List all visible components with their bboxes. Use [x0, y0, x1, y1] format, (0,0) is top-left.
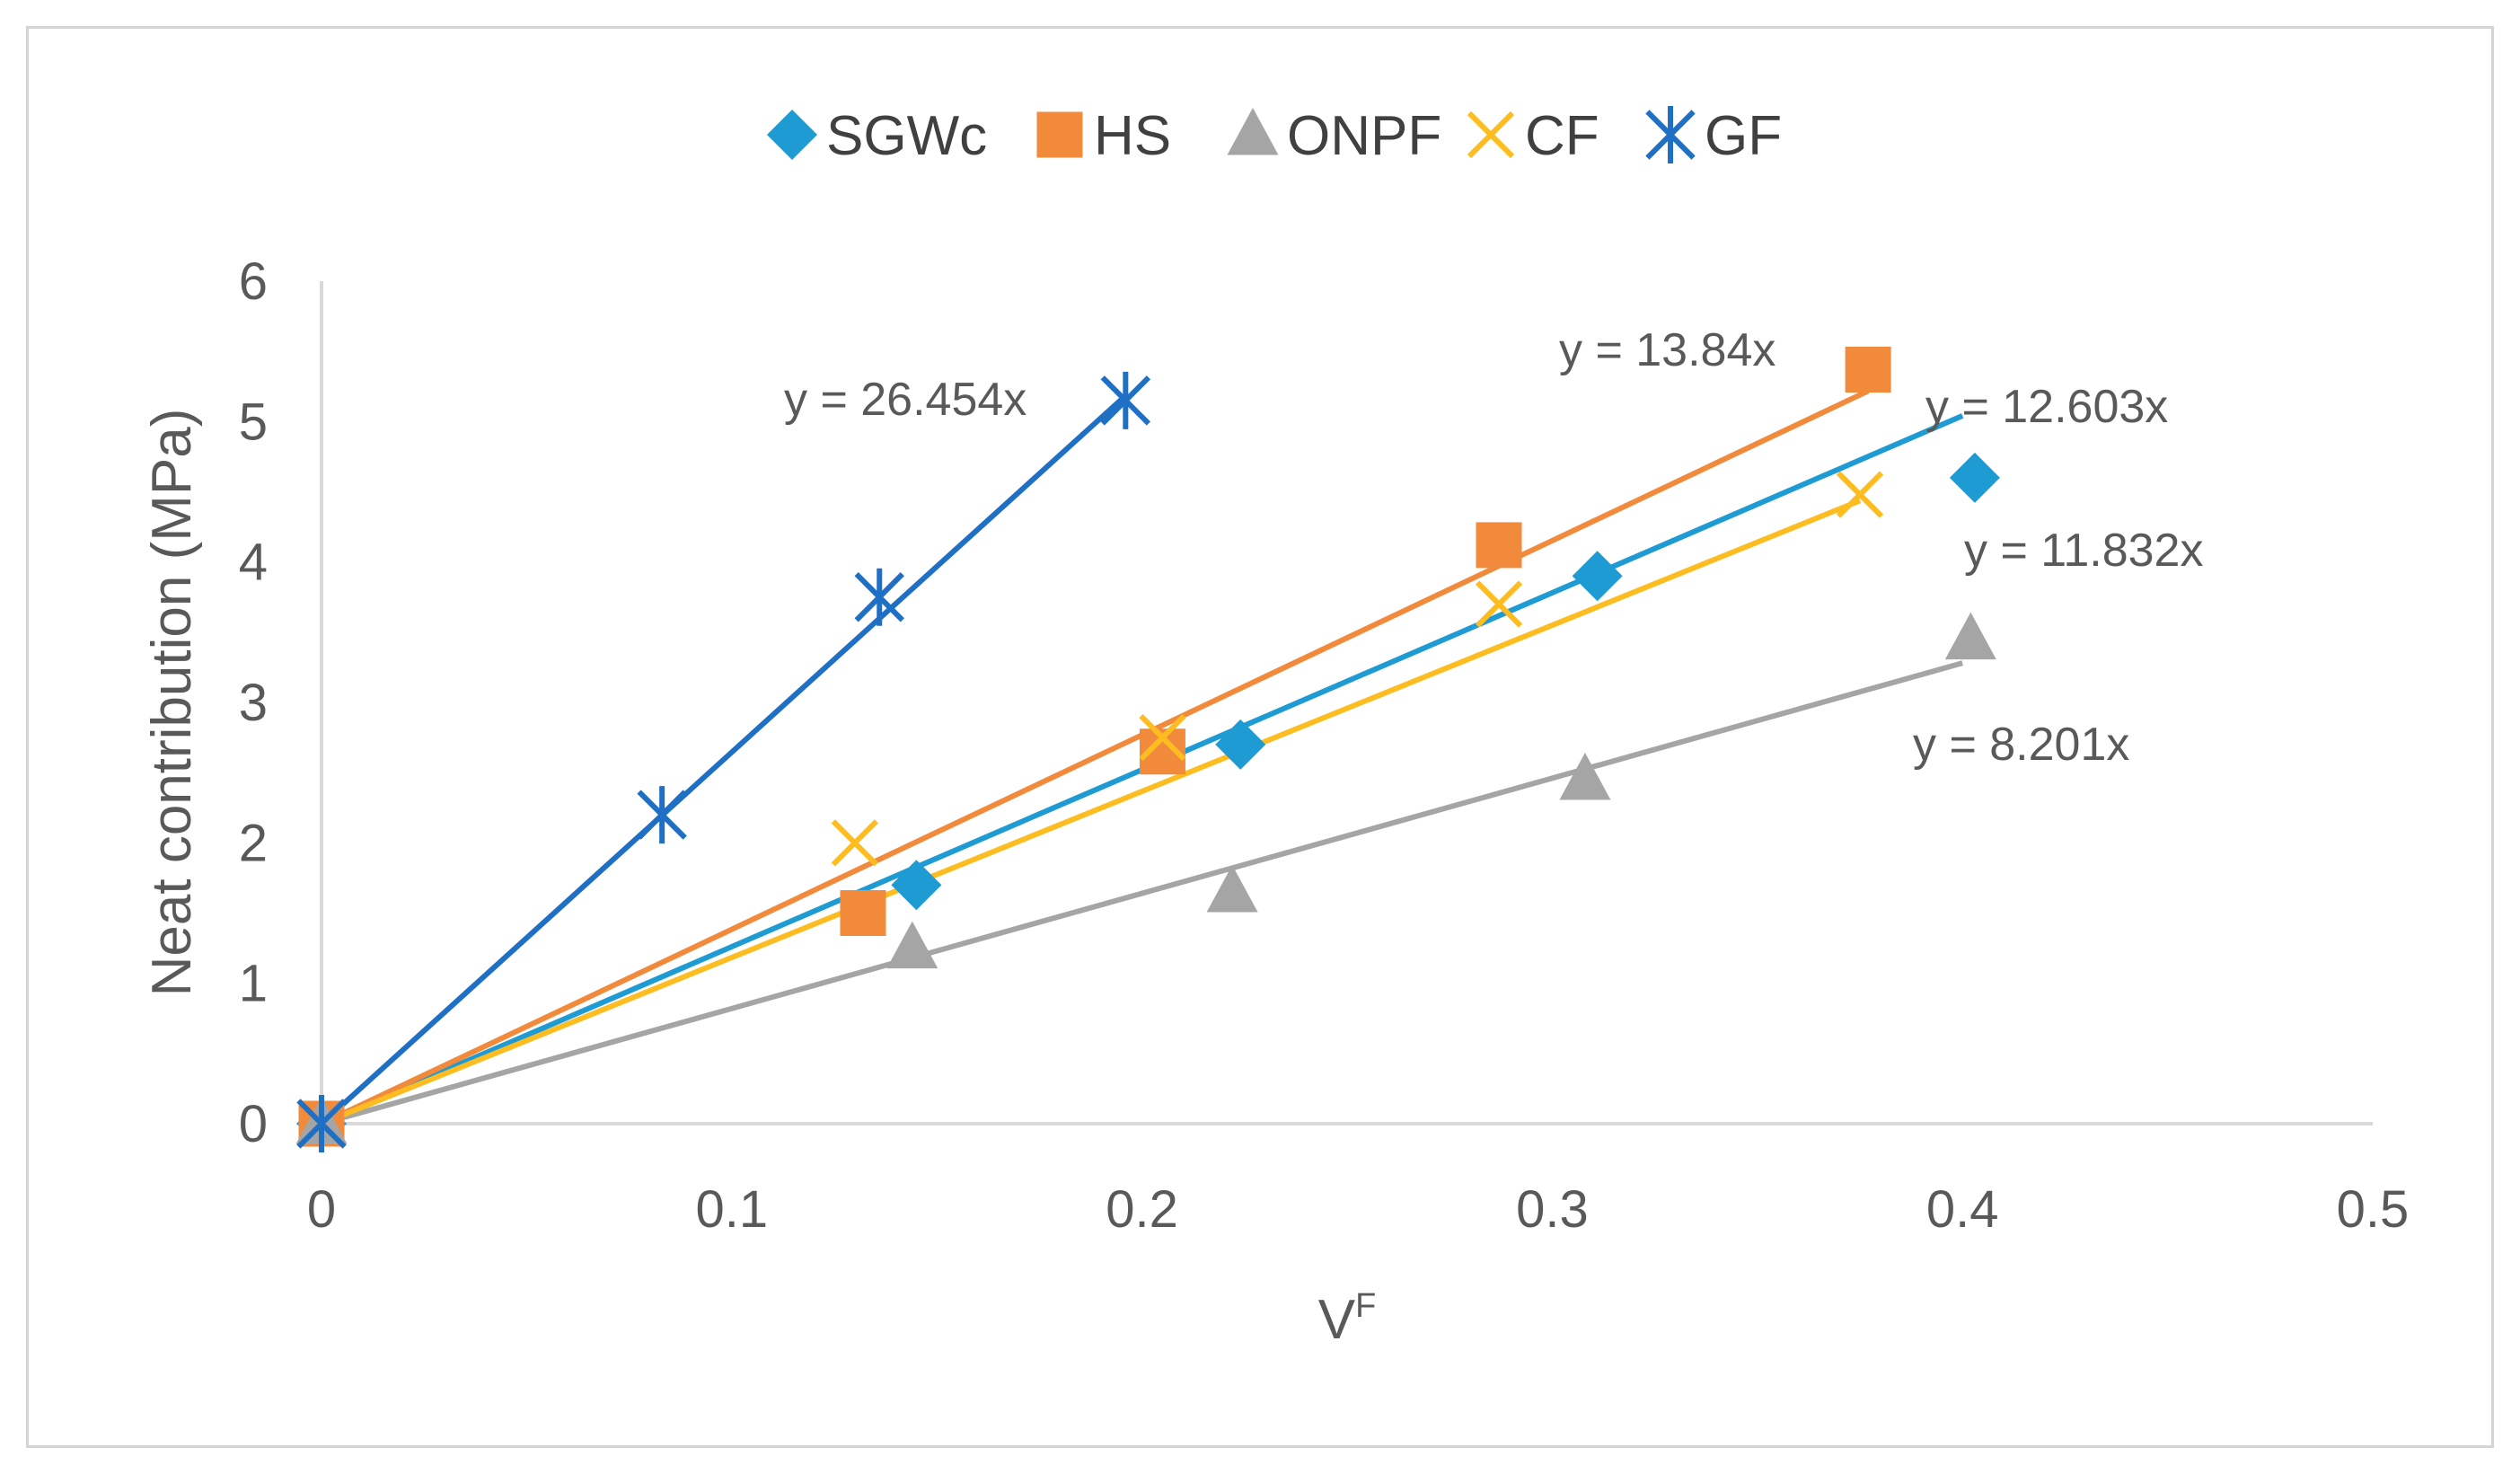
legend-label: HS — [1094, 105, 1171, 167]
equation-label-gf: y = 26.454x — [784, 374, 1027, 426]
legend-item-gf[interactable]: GF — [1645, 105, 1782, 167]
y-tick-label: 4 — [239, 534, 268, 592]
x-tick-label: 0.5 — [2337, 1180, 2410, 1239]
point-cf — [1475, 580, 1523, 628]
legend-item-cf[interactable]: CF — [1467, 105, 1599, 167]
y-tick-label: 1 — [239, 955, 268, 1013]
point-hs — [840, 890, 886, 936]
point-gf — [854, 568, 904, 626]
equation-label-hs: y = 13.84x — [1559, 324, 1775, 376]
equation-label-onpf: y = 8.201x — [1913, 719, 2129, 771]
trendline-gf — [319, 393, 1128, 1126]
x-tick-label: 0 — [307, 1180, 336, 1239]
trendline-onpf — [321, 660, 1964, 1126]
x-tick-label: 0.3 — [1516, 1180, 1589, 1239]
y-axis-title: Neat contribution (MPa) — [141, 409, 203, 997]
point-hs — [1845, 346, 1891, 393]
x-tick-label: 0.4 — [1926, 1180, 1999, 1239]
legend-label: SGWc — [826, 105, 987, 167]
legend-item-sgwc[interactable]: SGWc — [767, 105, 987, 167]
point-cf — [831, 819, 878, 867]
point-sgwc — [1949, 452, 2000, 503]
equation-label-cf: y = 11.832x — [1964, 525, 2203, 577]
y-tick-label: 5 — [239, 393, 268, 451]
legend-label: GF — [1705, 105, 1782, 167]
point-sgwc — [891, 860, 942, 911]
y-tick-label: 3 — [239, 674, 268, 732]
legend-marker-onpf — [1227, 108, 1279, 155]
y-tick-label: 6 — [239, 252, 268, 311]
legend-label: CF — [1525, 105, 1599, 167]
legend-label: ONPF — [1287, 105, 1441, 167]
x-tick-label: 0.1 — [695, 1180, 768, 1239]
point-cf — [1139, 713, 1186, 762]
axes: 0 1 2 3 4 5 6 0 0.1 0.2 0.3 0.4 0.5 VF Neat contributi… — [141, 252, 2409, 1351]
legend-item-hs[interactable]: HS — [1036, 105, 1172, 167]
equation-labels: y = 12.603x y = 13.84x y = 8.201x y = 11.83… — [784, 324, 2203, 771]
legend-marker-hs — [1036, 111, 1083, 158]
trendline-hs — [320, 388, 1870, 1126]
markers — [295, 346, 2000, 1152]
y-tick-label: 0 — [239, 1095, 268, 1153]
legend: SGWc HS ONPF CF GF — [767, 105, 1782, 167]
point-onpf — [1559, 752, 1611, 800]
trendlines — [319, 388, 1964, 1126]
point-onpf — [1944, 612, 1996, 660]
equation-label-sgwc: y = 12.603x — [1925, 381, 2168, 433]
x-tick-label: 0.2 — [1106, 1180, 1178, 1239]
point-sgwc — [1572, 551, 1623, 602]
legend-marker-sgwc — [767, 110, 817, 160]
x-axis-title: VF — [1318, 1287, 1377, 1351]
point-cf — [1836, 471, 1884, 518]
point-sgwc — [1215, 719, 1266, 770]
point-onpf — [1206, 865, 1258, 913]
point-gf — [296, 1095, 347, 1152]
point-gf — [637, 786, 687, 844]
legend-marker-gf — [1645, 106, 1696, 163]
y-tick-label: 2 — [239, 814, 268, 872]
point-gf — [1100, 371, 1151, 429]
trendline-cf — [320, 498, 1862, 1126]
legend-marker-cf — [1467, 110, 1515, 159]
chart-frame — [26, 26, 2494, 1448]
legend-item-onpf[interactable]: ONPF — [1227, 105, 1442, 167]
point-hs — [1476, 522, 1522, 569]
point-onpf — [886, 921, 938, 969]
